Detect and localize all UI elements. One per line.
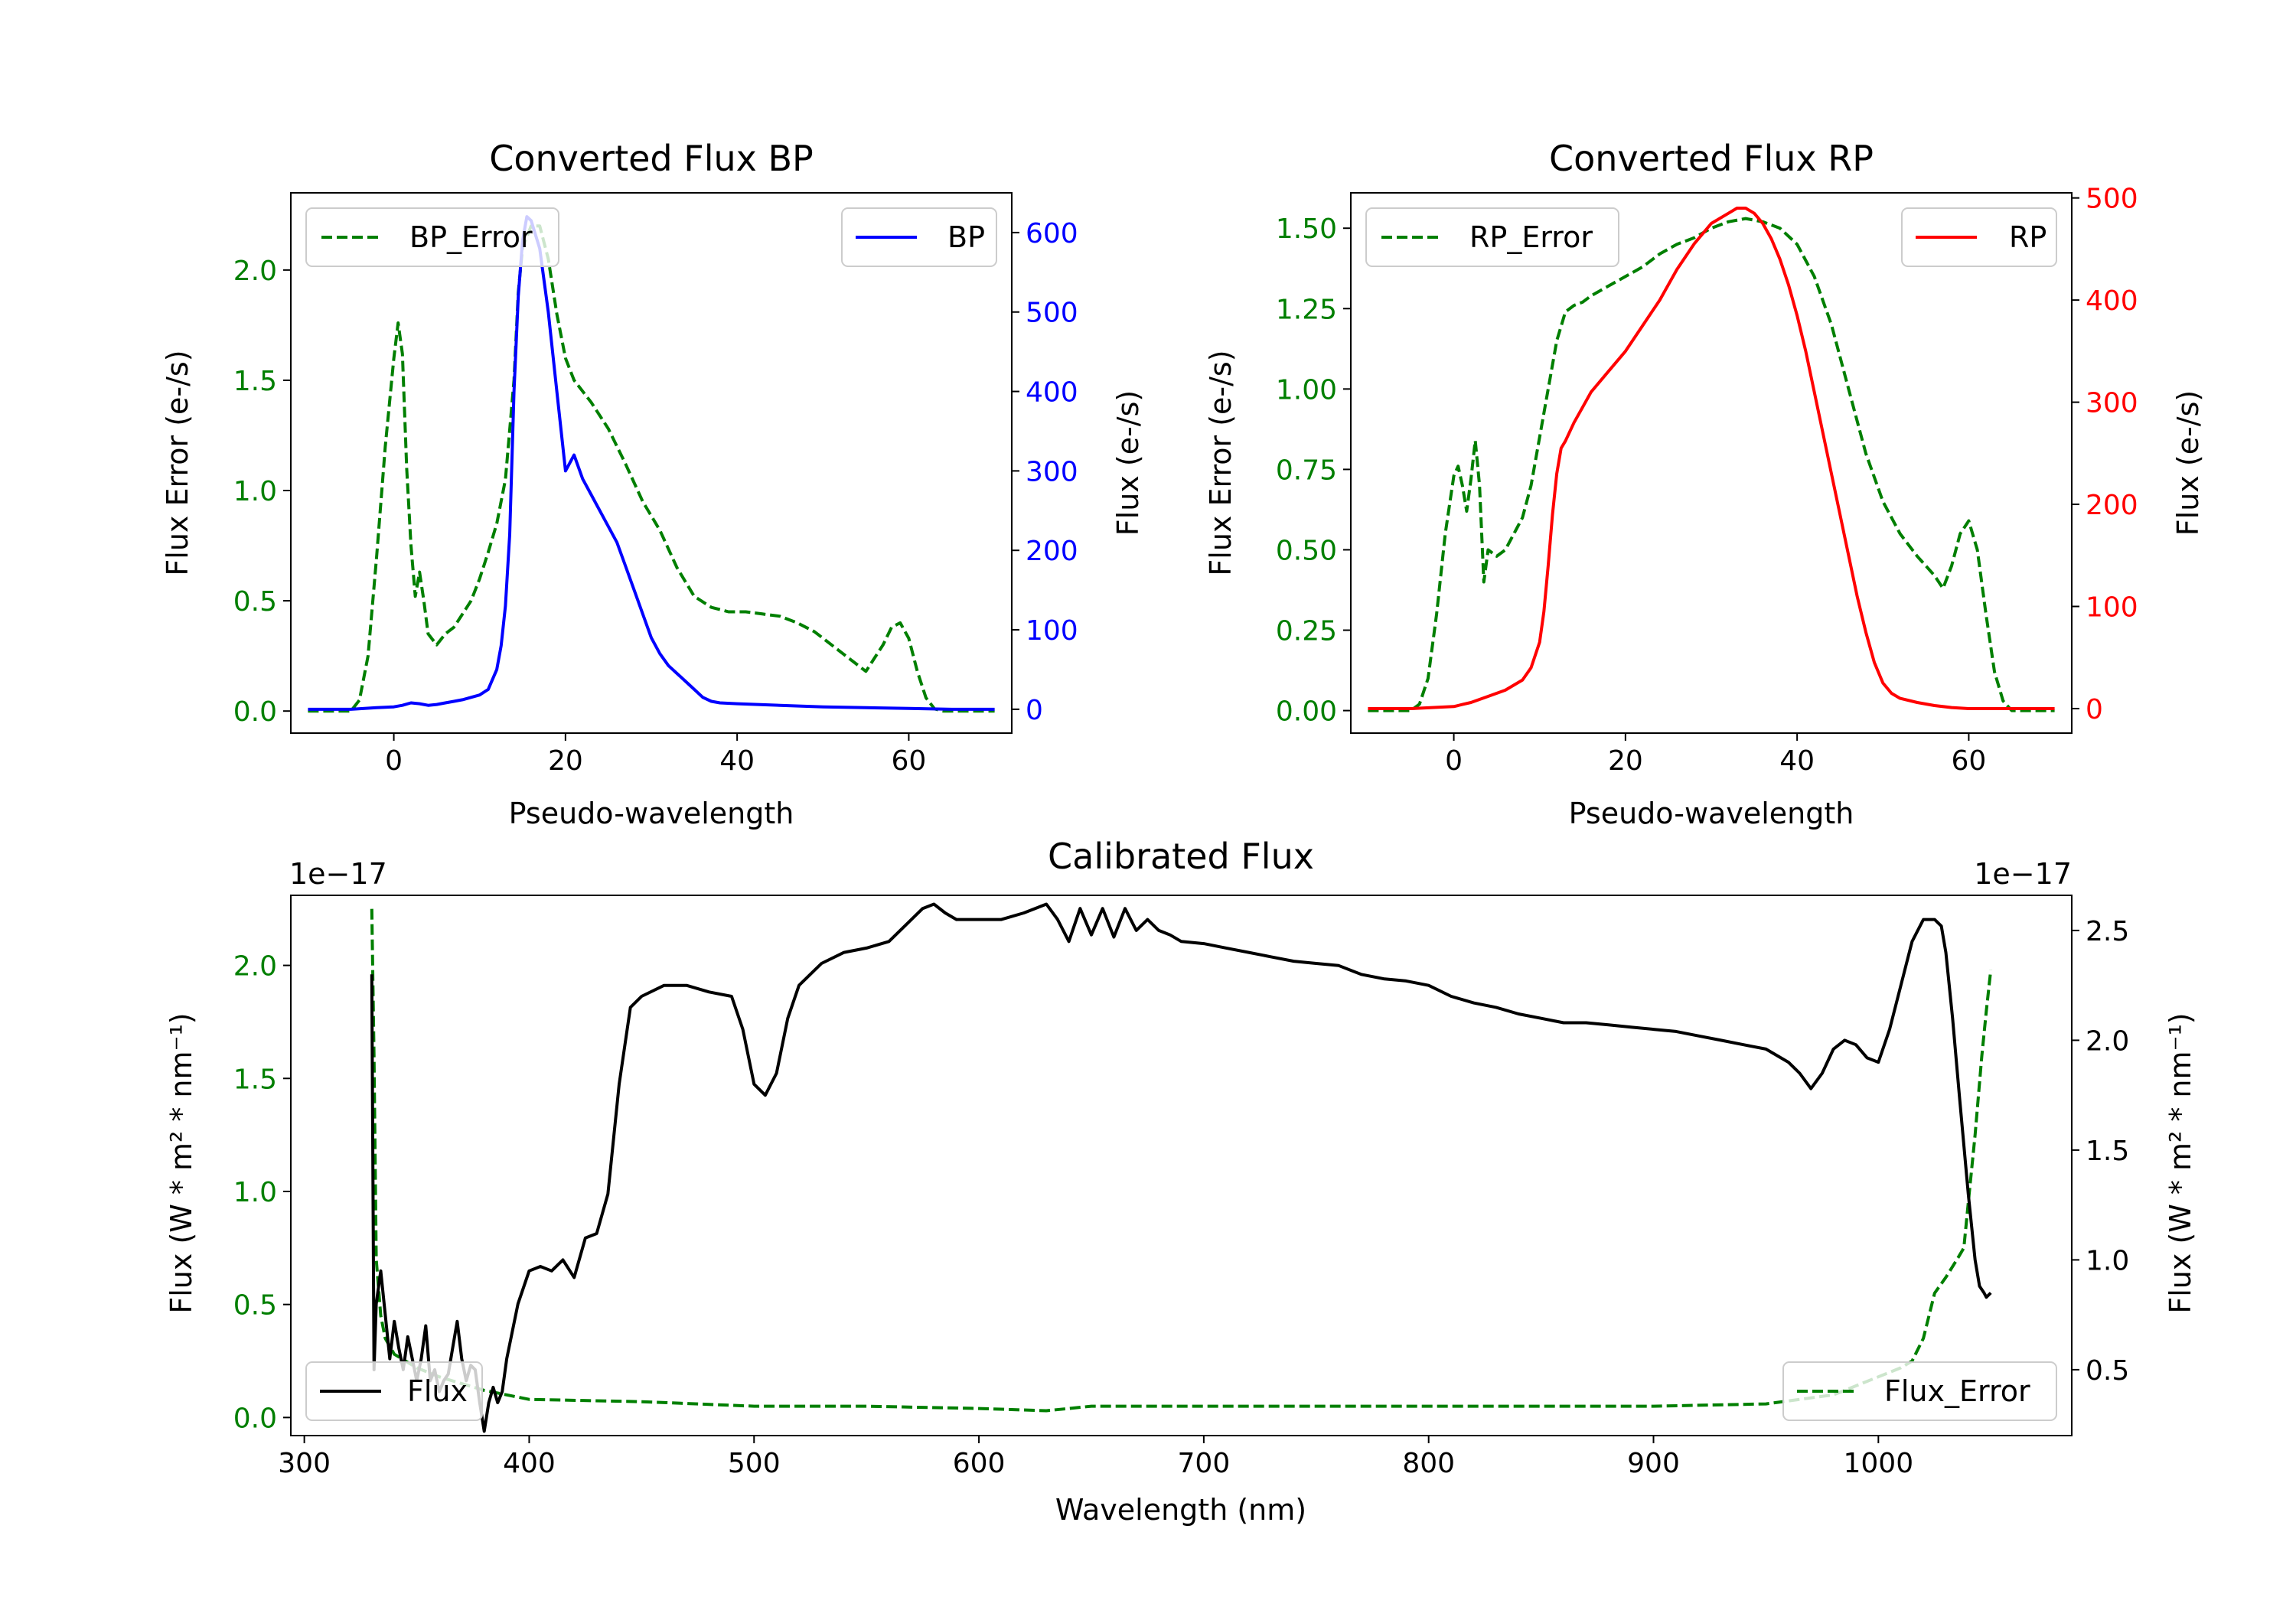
x-tick-label: 700	[1178, 1448, 1231, 1479]
rp-panel: Converted Flux RP Pseudo-wavelength Flux…	[1204, 138, 2205, 830]
rp-plot-area	[1368, 207, 2055, 712]
calibrated-offset-right: 1e−17	[1974, 857, 2072, 891]
rp-ylabel-right: Flux (e-/s)	[2171, 390, 2205, 536]
y-right-tick-label: 500	[1026, 298, 1078, 329]
rp-legend-rp-label: RP	[2009, 220, 2047, 254]
bp-title: Converted Flux BP	[489, 138, 814, 179]
x-tick-label: 20	[1608, 745, 1643, 777]
y-left-tick-label: 1.5	[233, 366, 277, 397]
bp-panel: Converted Flux BP Pseudo-wavelength Flux…	[161, 138, 1145, 830]
y-right-tick-label: 0	[1026, 695, 1043, 726]
bp-series-bp-error	[308, 224, 995, 713]
x-tick-label: 1000	[1844, 1448, 1914, 1479]
x-tick-label: 60	[892, 745, 927, 777]
bp-legend-bp: BP	[841, 207, 997, 267]
y-left-tick-label: 1.0	[233, 476, 277, 507]
x-tick-label: 0	[1445, 745, 1463, 777]
rp-xlabel: Pseudo-wavelength	[1569, 797, 1854, 830]
calibrated-ylabel-right: Flux (W * m² * nm⁻¹)	[2164, 1012, 2197, 1313]
y-right-tick-label: 1.5	[2086, 1136, 2129, 1167]
x-tick-label: 600	[953, 1448, 1006, 1479]
bp-ylabel-right: Flux (e-/s)	[1111, 390, 1145, 536]
y-left-tick-label: 0.50	[1276, 535, 1337, 566]
y-right-tick-label: 100	[2086, 592, 2138, 624]
y-right-tick-label: 300	[1026, 456, 1078, 487]
calibrated-xlabel: Wavelength (nm)	[1055, 1493, 1306, 1527]
calibrated-offset-left: 1e−17	[289, 857, 387, 891]
calibrated-axes-frame	[290, 895, 2073, 1436]
y-left-tick-label: 0.0	[233, 696, 277, 728]
y-left-tick-label: 0.00	[1276, 696, 1337, 728]
rp-series-rp	[1368, 207, 2055, 710]
x-tick-label: 20	[548, 745, 583, 777]
y-right-tick-label: 0	[2086, 694, 2103, 725]
bp-xlabel: Pseudo-wavelength	[509, 797, 794, 830]
bp-legend-error: BP_Error	[305, 207, 559, 267]
bp-axes-frame	[290, 192, 1013, 734]
bp-legend-bp-label: BP	[947, 220, 985, 254]
x-tick-label: 800	[1402, 1448, 1455, 1479]
y-right-tick-label: 200	[2086, 490, 2138, 521]
rp-legend-error-label: RP_Error	[1469, 220, 1593, 254]
calibrated-ylabel-left: Flux (W * m² * nm⁻¹)	[165, 1012, 198, 1313]
x-tick-label: 900	[1627, 1448, 1680, 1479]
y-left-tick-label: 0.0	[233, 1403, 277, 1434]
x-tick-label: 60	[1952, 745, 1987, 777]
y-left-tick-label: 0.25	[1276, 616, 1337, 647]
y-left-tick-label: 1.50	[1276, 214, 1337, 245]
y-right-tick-label: 500	[2086, 184, 2138, 215]
y-left-tick-label: 1.25	[1276, 294, 1337, 325]
rp-series-rp-error	[1368, 217, 2055, 712]
calibrated-legend-flux: Flux	[305, 1361, 483, 1421]
bp-legend-error-label: BP_Error	[409, 220, 533, 254]
y-left-tick-label: 2.0	[233, 951, 277, 983]
rp-ticks: 0 20 40 60 0.00 0.25 0.50 0.75 1.00 1.25 1.50 0 100 2…	[1276, 184, 2138, 777]
x-tick-label: 300	[278, 1448, 331, 1479]
y-right-tick-label: 0.5	[2086, 1355, 2129, 1387]
y-left-tick-label: 0.75	[1276, 455, 1337, 486]
bp-series-bp	[308, 215, 995, 711]
y-left-tick-label: 0.5	[233, 1290, 277, 1322]
y-left-tick-label: 1.00	[1276, 374, 1337, 406]
rp-title: Converted Flux RP	[1549, 138, 1874, 179]
x-tick-label: 40	[1779, 745, 1815, 777]
calibrated-legend-error-label: Flux_Error	[1884, 1374, 2030, 1408]
bp-plot-area	[308, 215, 995, 713]
rp-legend-rp: RP	[1901, 207, 2057, 267]
calibrated-legend-error: Flux_Error	[1782, 1361, 2057, 1421]
y-right-tick-label: 1.0	[2086, 1245, 2129, 1276]
bp-ylabel-left: Flux Error (e-/s)	[161, 350, 194, 575]
calibrated-legend-flux-label: Flux	[407, 1374, 468, 1408]
calibrated-panel: Calibrated Flux 1e−17 1e−17 Wavelength (…	[165, 836, 2197, 1527]
rp-axes-frame	[1350, 192, 2073, 734]
x-tick-label: 500	[728, 1448, 781, 1479]
y-right-tick-label: 2.5	[2086, 916, 2129, 947]
rp-legend-error: RP_Error	[1365, 207, 1619, 267]
y-left-tick-label: 0.5	[233, 586, 277, 618]
y-right-tick-label: 600	[1026, 218, 1078, 249]
x-tick-label: 0	[385, 745, 403, 777]
y-left-tick-label: 1.0	[233, 1177, 277, 1208]
calibrated-ticks: 300 400 500 600 700 800 900 1000 0.0 0.5 1.0 1.5 2.0…	[233, 916, 2130, 1479]
bp-ticks: 0 20 40 60 0.0 0.5 1.0 1.5 2.0 0 100 200 300 400 500 60…	[233, 218, 1078, 777]
y-right-tick-label: 100	[1026, 615, 1078, 647]
rp-series-group	[1368, 207, 2055, 712]
bp-series-group	[308, 215, 995, 713]
y-right-tick-label: 400	[2086, 285, 2138, 317]
y-left-tick-label: 1.5	[233, 1064, 277, 1095]
rp-ylabel-left: Flux Error (e-/s)	[1204, 350, 1238, 575]
y-right-tick-label: 200	[1026, 536, 1078, 567]
calibrated-title: Calibrated Flux	[1048, 836, 1314, 877]
y-right-tick-label: 2.0	[2086, 1025, 2129, 1057]
x-tick-label: 40	[719, 745, 755, 777]
y-right-tick-label: 300	[2086, 388, 2138, 419]
y-left-tick-label: 2.0	[233, 256, 277, 287]
x-tick-label: 400	[503, 1448, 556, 1479]
y-right-tick-label: 400	[1026, 377, 1078, 409]
